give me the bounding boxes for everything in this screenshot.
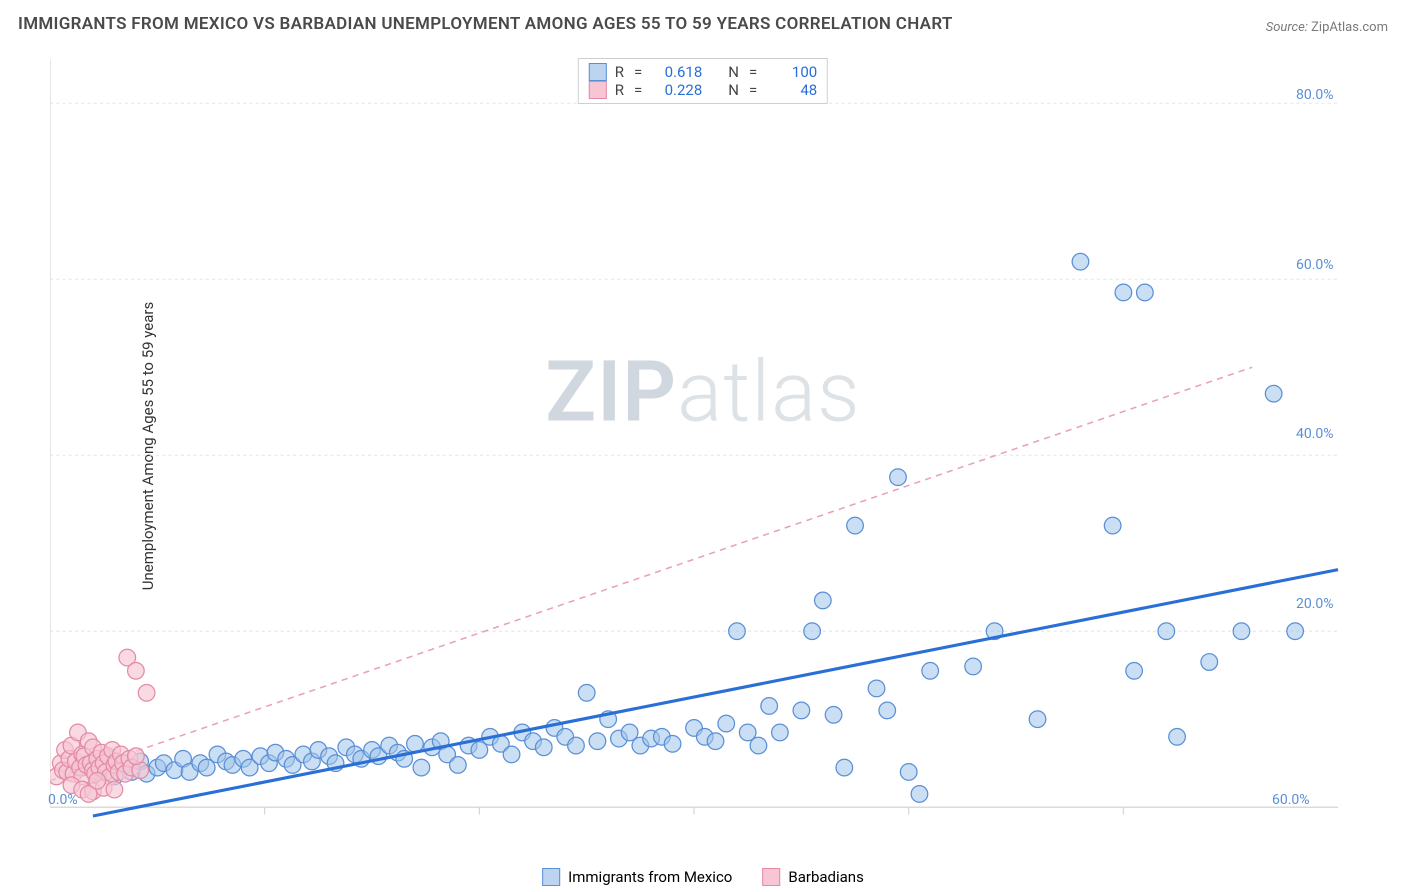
scatter-plot-svg [50,54,1390,854]
legend-n-label: N [728,81,739,99]
legend-n-value: 48 [767,81,817,99]
legend-correlation: R=0.618N=100R=0.228N=48 [578,58,828,104]
legend-series-label: Immigrants from Mexico [568,868,732,886]
y-tick-label: 20.0% [1296,596,1334,612]
legend-series-item: Immigrants from Mexico [542,868,732,886]
legend-swatch [762,868,780,886]
legend-series-label: Barbadians [788,868,863,886]
legend-r-label: R [615,63,624,81]
legend-swatch [589,63,607,81]
legend-r-value: 0.228 [652,81,702,99]
legend-n-label: N [728,63,739,81]
legend-correlation-row: R=0.228N=48 [589,81,817,99]
x-tick-label: 60.0% [1272,792,1310,808]
legend-swatch [542,868,560,886]
legend-swatch [589,81,607,99]
y-tick-label: 80.0% [1296,87,1334,103]
legend-correlation-row: R=0.618N=100 [589,63,817,81]
source-label: Source: [1266,20,1308,35]
source-attribution: Source: ZipAtlas.com [1266,20,1388,35]
legend-r-value: 0.618 [652,63,702,81]
source-value: ZipAtlas.com [1311,20,1388,35]
chart-title: IMMIGRANTS FROM MEXICO VS BARBADIAN UNEM… [18,14,953,34]
legend-series-item: Barbadians [762,868,863,886]
legend-r-label: R [615,81,624,99]
y-tick-label: 60.0% [1296,257,1334,273]
plot-area [50,54,1390,854]
y-tick-label: 40.0% [1296,426,1334,442]
legend-series: Immigrants from Mexico Barbadians [542,868,864,886]
legend-n-value: 100 [767,63,817,81]
x-tick-label: 0.0% [48,792,78,808]
